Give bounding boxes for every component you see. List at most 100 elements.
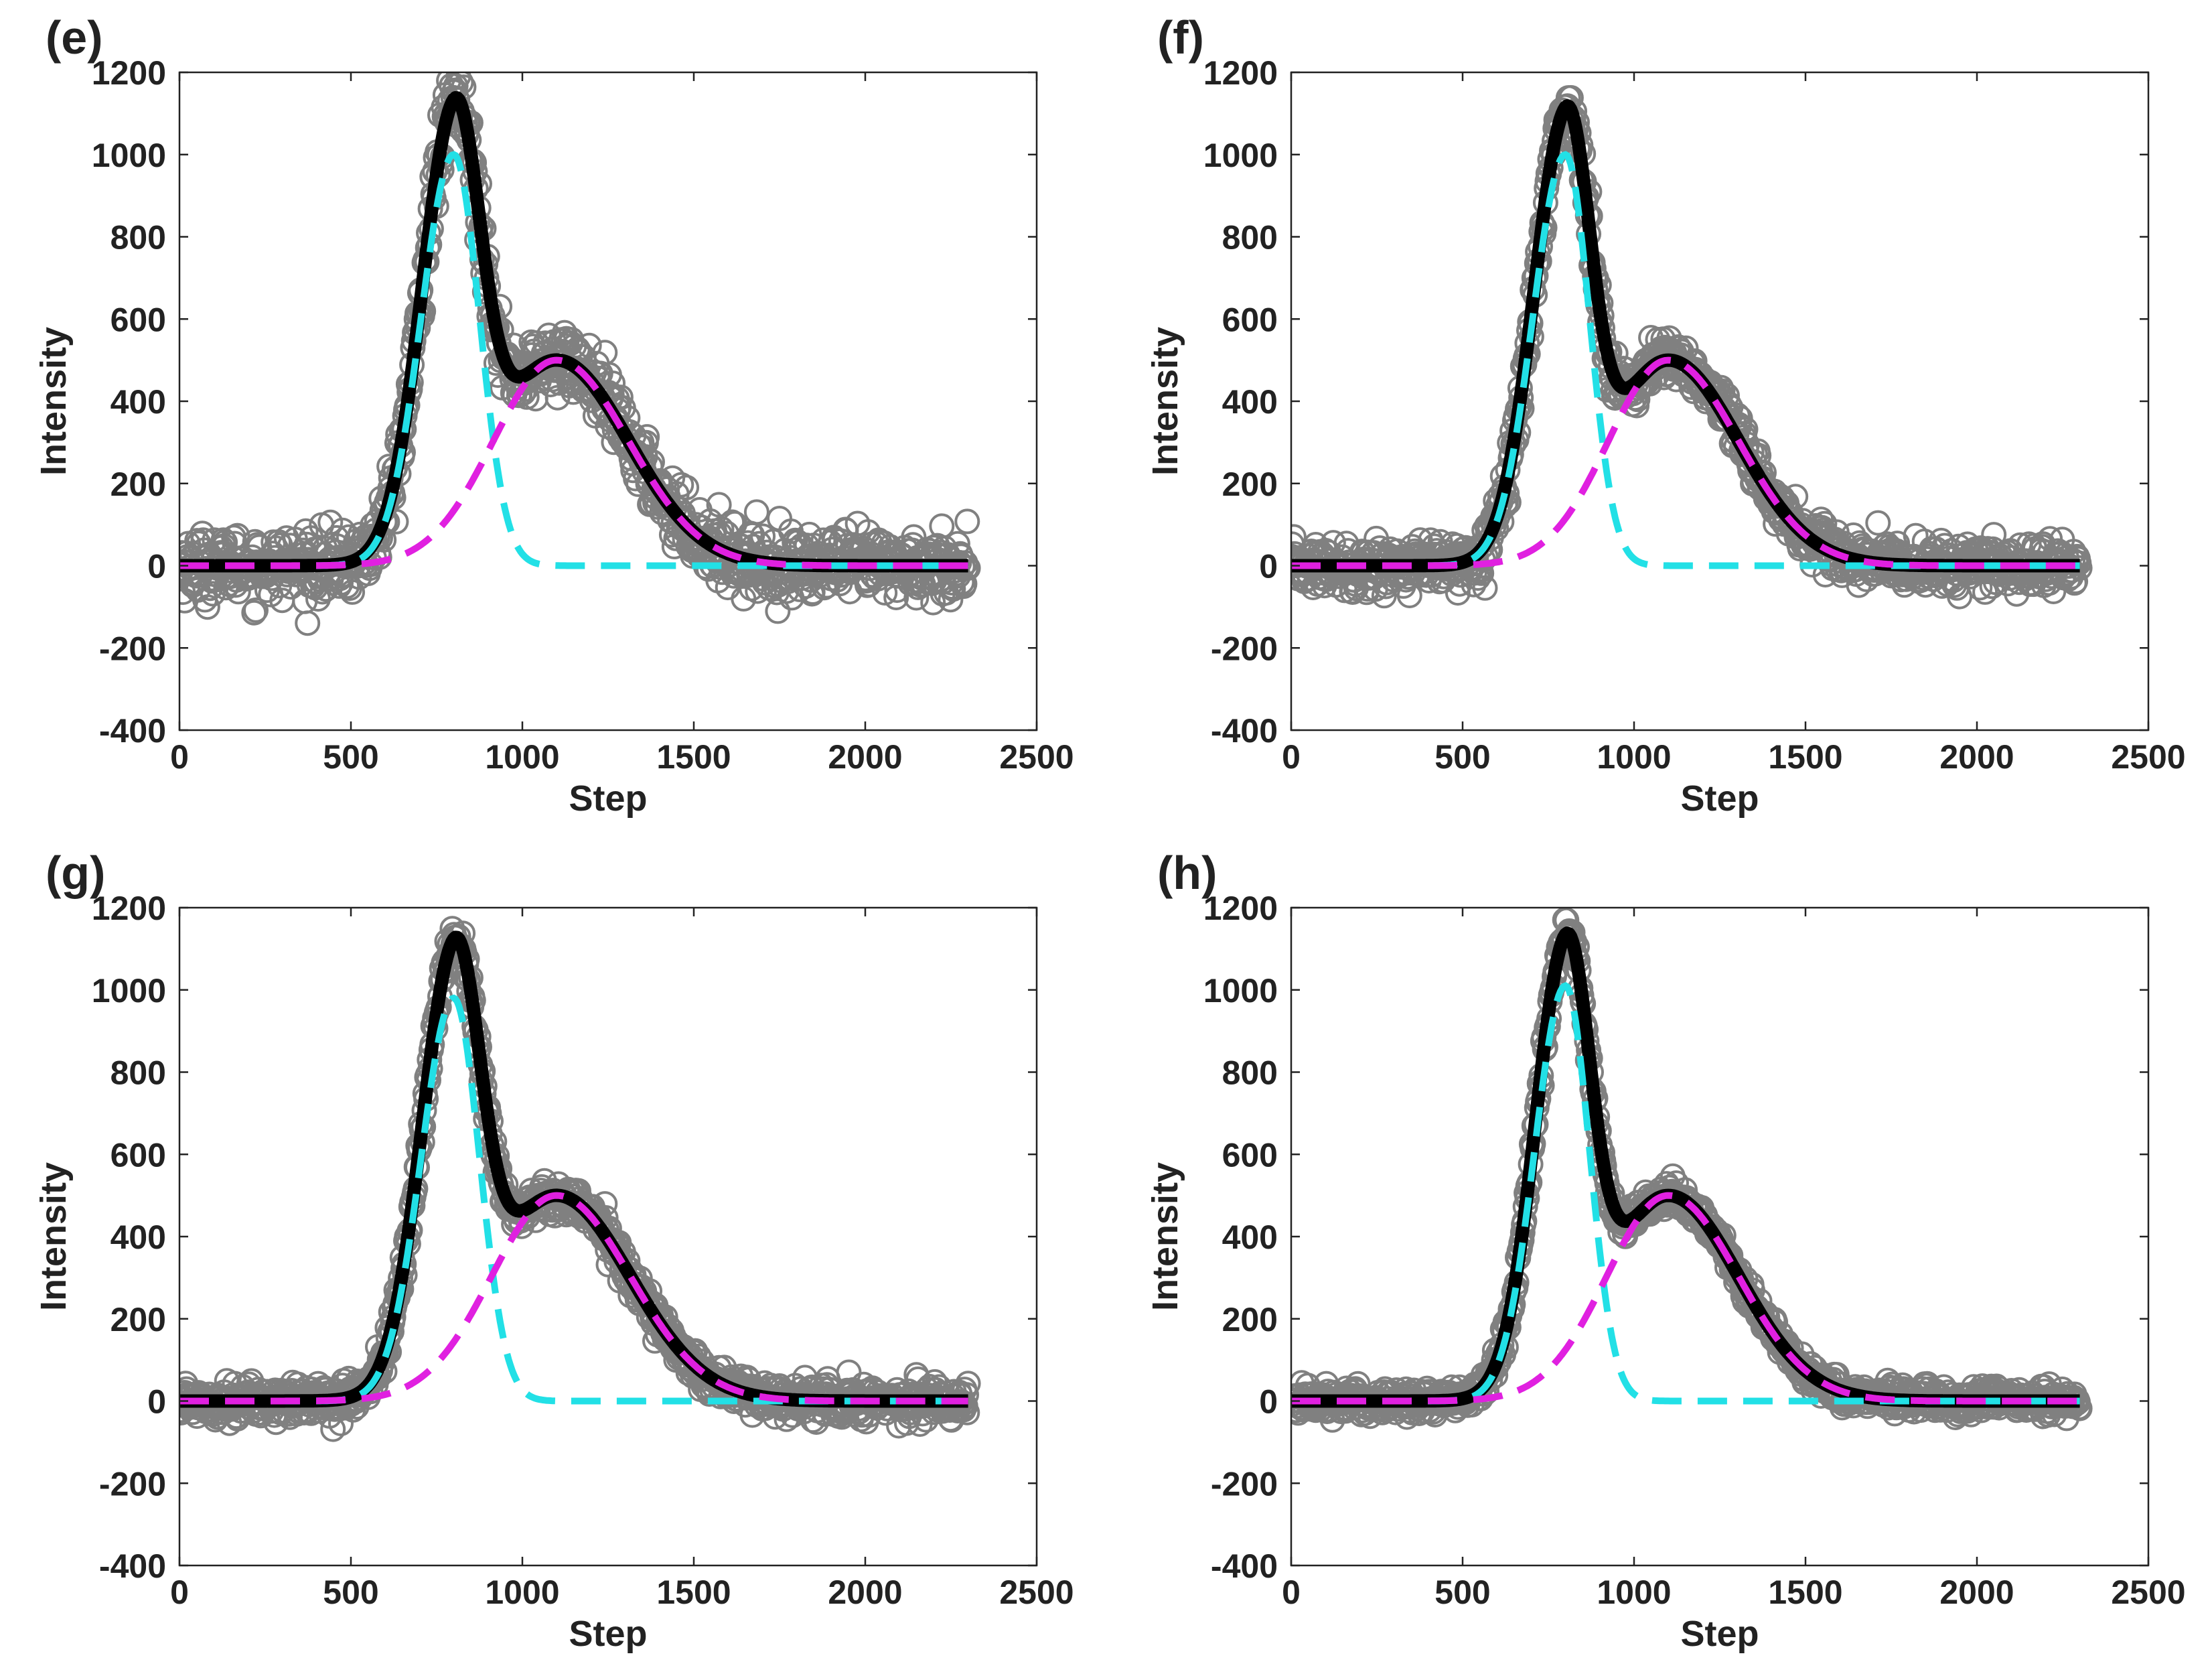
x-tick-label: 1500 xyxy=(656,1574,731,1611)
y-tick-label: -400 xyxy=(1211,712,1278,750)
scatter-data xyxy=(1291,908,2093,1433)
data-point xyxy=(660,465,686,491)
data-point xyxy=(938,587,964,613)
x-tick-label: 1500 xyxy=(1768,1574,1842,1611)
y-tick-label: -400 xyxy=(99,712,166,750)
x-tick-label: 500 xyxy=(1434,1574,1490,1611)
peak-1-line xyxy=(1291,982,2080,1405)
y-tick-label: 200 xyxy=(110,1301,166,1338)
x-axis-label: Step xyxy=(1680,1614,1759,1654)
data-point xyxy=(600,370,626,397)
y-tick-label: -200 xyxy=(1211,1465,1278,1503)
y-tick-label: 0 xyxy=(1259,548,1278,585)
panel-label: (e) xyxy=(46,11,103,64)
y-tick-label: 400 xyxy=(1222,1218,1278,1256)
fit-lines xyxy=(1291,926,2085,1408)
data-point xyxy=(1808,506,1834,533)
y-tick-label: 0 xyxy=(147,1383,166,1421)
fit-lines xyxy=(179,91,973,573)
x-tick-label: 1500 xyxy=(1768,738,1842,776)
data-point xyxy=(674,474,700,500)
y-axis-label: Intensity xyxy=(33,327,74,476)
data-point xyxy=(743,499,769,525)
x-tick-label: 2000 xyxy=(1939,738,2014,776)
y-tick-label: 0 xyxy=(1259,1383,1278,1421)
y-tick-label: 600 xyxy=(1222,1136,1278,1174)
x-tick-label: 0 xyxy=(170,738,189,776)
y-tick-label: -400 xyxy=(99,1547,166,1585)
y-tick-label: 1200 xyxy=(92,890,166,927)
y-tick-label: 800 xyxy=(110,219,166,257)
y-tick-label: 1200 xyxy=(1203,54,1278,92)
scatter-data xyxy=(179,916,981,1442)
y-tick-label: 400 xyxy=(1222,383,1278,421)
x-tick-label: 1000 xyxy=(1597,1574,1671,1611)
x-tick-label: 1000 xyxy=(1597,738,1671,776)
scatter-data xyxy=(1291,85,2093,610)
y-tick-label: 600 xyxy=(110,301,166,338)
x-tick-label: 0 xyxy=(1282,738,1301,776)
data-point xyxy=(1445,580,1471,606)
panel-h: 0 500 1000 1500 2000 2500 -400 -200 0 200 400 600 80… xyxy=(1145,847,2186,1654)
fit-line xyxy=(179,930,973,1408)
x-tick-label: 500 xyxy=(1434,738,1490,776)
y-tick-label: 800 xyxy=(110,1054,166,1092)
peak-1-line xyxy=(179,994,968,1405)
panel-e: 0 500 1000 1500 2000 2500 -400 -200 0 200 400 600 80… xyxy=(33,11,1074,819)
y-tick-label: -200 xyxy=(99,1465,166,1503)
data-point xyxy=(1472,575,1498,601)
data-point xyxy=(241,600,267,626)
data-point xyxy=(634,424,660,450)
y-axis-label: Intensity xyxy=(33,1162,74,1311)
data-point xyxy=(1783,484,1809,510)
y-tick-label: 1000 xyxy=(92,137,166,174)
y-tick-label: 600 xyxy=(110,1136,166,1174)
data-point xyxy=(295,610,321,636)
x-axis-label: Step xyxy=(569,1614,647,1654)
x-tick-label: 2000 xyxy=(1939,1574,2014,1611)
y-axis-label: Intensity xyxy=(1145,1162,1185,1311)
x-axis-label: Step xyxy=(569,778,647,819)
panel-f: 0 500 1000 1500 2000 2500 -400 -200 0 200 400 600 80… xyxy=(1145,11,2186,819)
y-tick-label: 600 xyxy=(1222,301,1278,338)
y-tick-label: 800 xyxy=(1222,1054,1278,1092)
y-tick-label: 200 xyxy=(110,466,166,503)
panel-label: (f) xyxy=(1157,11,1204,64)
y-axis-label: Intensity xyxy=(1145,327,1185,476)
x-tick-label: 2000 xyxy=(828,1574,902,1611)
x-tick-label: 2000 xyxy=(828,738,902,776)
y-tick-label: 1200 xyxy=(92,54,166,92)
fit-lines xyxy=(1291,99,2085,573)
y-tick-label: 1200 xyxy=(1203,890,1278,927)
x-tick-label: 1000 xyxy=(485,1574,559,1611)
peak-1-line xyxy=(1291,151,2080,569)
y-tick-label: 200 xyxy=(1222,1301,1278,1338)
x-tick-label: 2500 xyxy=(999,738,1074,776)
x-tick-label: 1500 xyxy=(656,738,731,776)
fit-lines xyxy=(179,930,973,1408)
y-tick-label: 1000 xyxy=(92,972,166,1009)
y-tick-label: 0 xyxy=(147,548,166,585)
x-tick-label: 1000 xyxy=(485,738,559,776)
y-tick-label: 200 xyxy=(1222,466,1278,503)
peak-1-line xyxy=(179,151,968,569)
x-axis-label: Step xyxy=(1680,778,1759,819)
x-tick-label: 0 xyxy=(1282,1574,1301,1611)
data-point xyxy=(1967,575,1993,601)
y-tick-label: -200 xyxy=(1211,630,1278,667)
data-point xyxy=(954,508,980,535)
y-tick-label: 400 xyxy=(110,1218,166,1256)
y-tick-label: -400 xyxy=(1211,1547,1278,1585)
y-tick-label: 800 xyxy=(1222,219,1278,257)
data-point xyxy=(340,579,366,605)
y-tick-label: 1000 xyxy=(1203,972,1278,1009)
panel-label: (g) xyxy=(46,847,105,899)
fit-line xyxy=(1291,926,2085,1408)
x-tick-label: 500 xyxy=(323,1574,378,1611)
data-point xyxy=(1865,510,1891,536)
data-point xyxy=(243,597,269,623)
x-tick-label: 0 xyxy=(170,1574,189,1611)
data-point xyxy=(194,594,220,620)
x-tick-label: 500 xyxy=(323,738,378,776)
